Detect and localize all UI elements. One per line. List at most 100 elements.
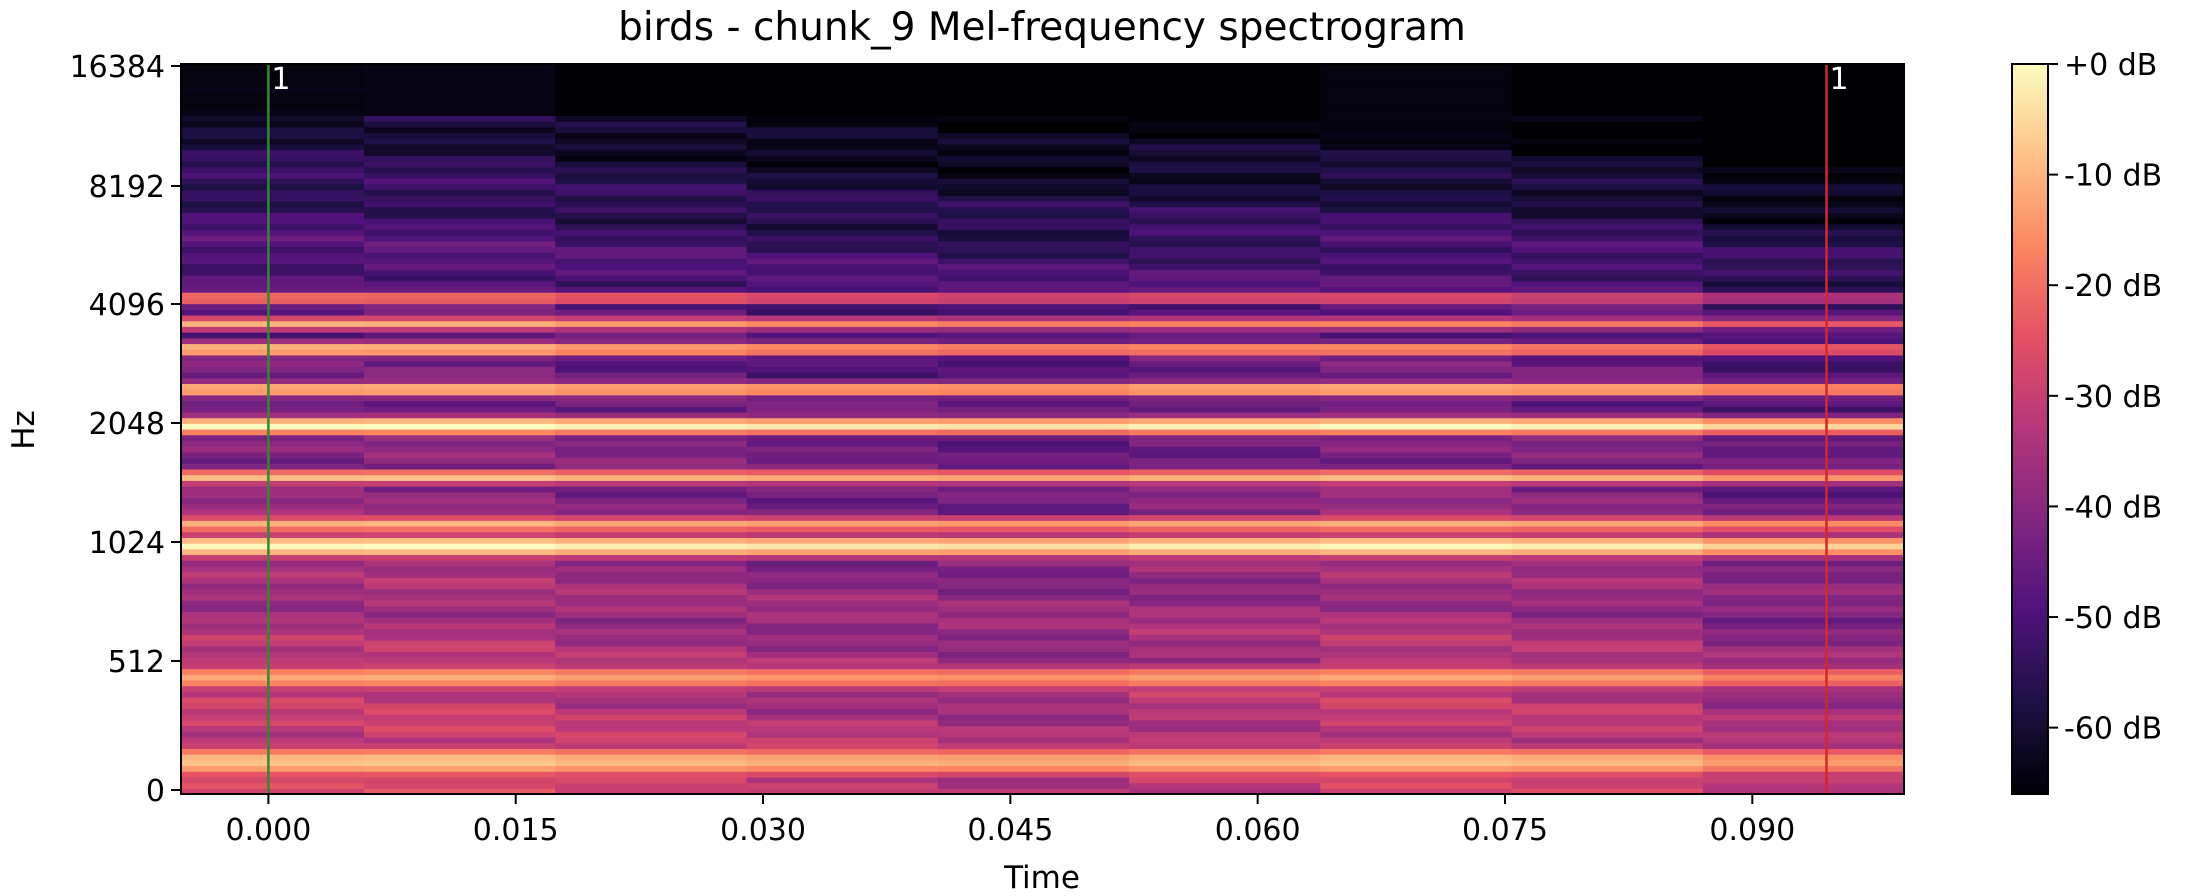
spectrogram-cell: [937, 577, 1130, 584]
spectrogram-cell: [1702, 332, 1904, 339]
spectrogram-cell: [364, 634, 556, 641]
spectrogram-cell: [937, 332, 1130, 339]
spectrogram-cell: [746, 725, 939, 732]
spectrogram-cell: [1702, 246, 1904, 253]
spectrogram-cell: [1129, 257, 1321, 265]
spectrogram-cell: [937, 235, 1130, 242]
spectrogram-cell: [746, 132, 939, 139]
spectrogram-cell: [937, 622, 1130, 630]
spectrogram-cell: [746, 64, 939, 71]
spectrogram-cell: [181, 719, 365, 727]
spectrogram-cell: [181, 765, 365, 772]
spectrogram-cell: [364, 275, 556, 282]
spectrogram-cell: [181, 486, 365, 493]
spectrogram-cell: [1702, 217, 1904, 225]
spectrogram-cell: [181, 75, 365, 82]
spectrogram-cell: [937, 531, 1130, 538]
spectrogram-cell: [1320, 320, 1513, 327]
spectrogram-cell: [1511, 771, 1704, 778]
spectrogram-cell: [1320, 691, 1513, 698]
spectrogram-cell: [937, 354, 1130, 362]
spectrogram-cell: [746, 217, 939, 225]
spectrogram-cell: [1511, 611, 1704, 618]
spectrogram-cell: [937, 708, 1130, 715]
spectrogram-cell: [1702, 383, 1904, 390]
spectrogram-cell: [1320, 371, 1513, 379]
spectrogram-cell: [1511, 229, 1704, 236]
spectrogram-cell: [1702, 691, 1904, 698]
spectrogram-cell: [746, 685, 939, 692]
spectrogram-cell: [1702, 263, 1904, 270]
spectrogram-cell: [1320, 309, 1513, 316]
spectrogram-cell: [555, 349, 748, 356]
spectrogram-cell: [1511, 235, 1704, 242]
spectrogram-cell: [181, 269, 365, 276]
spectrogram-cell: [1320, 314, 1513, 322]
spectrogram-cell: [1702, 212, 1904, 219]
spectrogram-cell: [1129, 240, 1321, 248]
spectrogram-cell: [1511, 640, 1704, 647]
spectrogram-cell: [1511, 657, 1704, 664]
spectrogram-cell: [1129, 297, 1321, 305]
spectrogram-cell: [1129, 565, 1321, 573]
spectrogram-cell: [1129, 594, 1321, 601]
spectrogram-cell: [1129, 736, 1321, 744]
spectrogram-cell: [1702, 702, 1904, 710]
spectrogram-cell: [937, 206, 1130, 213]
spectrogram-cell: [1511, 508, 1704, 516]
spectrogram-cell: [1320, 685, 1513, 692]
spectrogram-cell: [555, 332, 748, 339]
spectrogram-cell: [937, 725, 1130, 732]
spectrogram-cell: [181, 195, 365, 202]
spectrogram-cell: [181, 143, 365, 151]
spectrogram-cell: [937, 223, 1130, 230]
spectrogram-cell: [937, 103, 1130, 111]
spectrogram-cell: [1511, 360, 1704, 367]
spectrogram-cell: [1511, 103, 1704, 111]
spectrogram-cell: [1129, 309, 1321, 316]
spectrogram-cell: [1511, 132, 1704, 139]
spectrogram-cell: [937, 594, 1130, 601]
spectrogram-cell: [746, 463, 939, 470]
spectrogram-cell: [937, 731, 1130, 738]
spectrogram-cell: [1320, 474, 1513, 481]
spectrogram-cell: [746, 115, 939, 122]
spectrogram-cell: [364, 217, 556, 225]
spectrogram-cell: [1511, 514, 1704, 521]
spectrogram-cell: [1702, 292, 1904, 299]
spectrogram-cell: [1702, 577, 1904, 584]
spectrogram-cell: [555, 571, 748, 578]
spectrogram-cell: [746, 166, 939, 173]
spectrogram-cell: [555, 257, 748, 265]
spectrogram-cell: [937, 257, 1130, 265]
spectrogram-cell: [746, 588, 939, 595]
spectrogram-cell: [937, 645, 1130, 653]
spectrogram-cell: [1320, 714, 1513, 721]
spectrogram-cell: [181, 525, 365, 533]
spectrogram-cell: [746, 263, 939, 270]
spectrogram-cell: [746, 337, 939, 345]
spectrogram-cell: [1511, 138, 1704, 145]
spectrogram-cell: [1511, 622, 1704, 630]
spectrogram-cell: [1320, 622, 1513, 630]
spectrogram-cell: [1129, 668, 1321, 675]
spectrogram-cell: [1511, 314, 1704, 322]
spectrogram-cell: [1320, 736, 1513, 744]
spectrogram-cell: [364, 349, 556, 356]
spectrogram-cell: [1129, 400, 1321, 407]
spectrogram-cell: [1129, 628, 1321, 635]
spectrogram-cell: [937, 252, 1130, 259]
spectrogram-cell: [1320, 463, 1513, 470]
spectrogram-cell: [1320, 189, 1513, 196]
spectrogram-cell: [364, 297, 556, 305]
spectrogram-cell: [364, 742, 556, 749]
spectrogram-cell: [1511, 189, 1704, 196]
spectrogram-cell: [1129, 377, 1321, 384]
spectrogram-cell: [746, 668, 939, 675]
spectrogram-cell: [364, 383, 556, 390]
spectrogram-cell: [937, 554, 1130, 561]
spectrogram-cell: [746, 719, 939, 727]
spectrogram-cell: [937, 406, 1130, 413]
spectrogram-cell: [937, 508, 1130, 516]
spectrogram-cell: [1129, 292, 1321, 299]
